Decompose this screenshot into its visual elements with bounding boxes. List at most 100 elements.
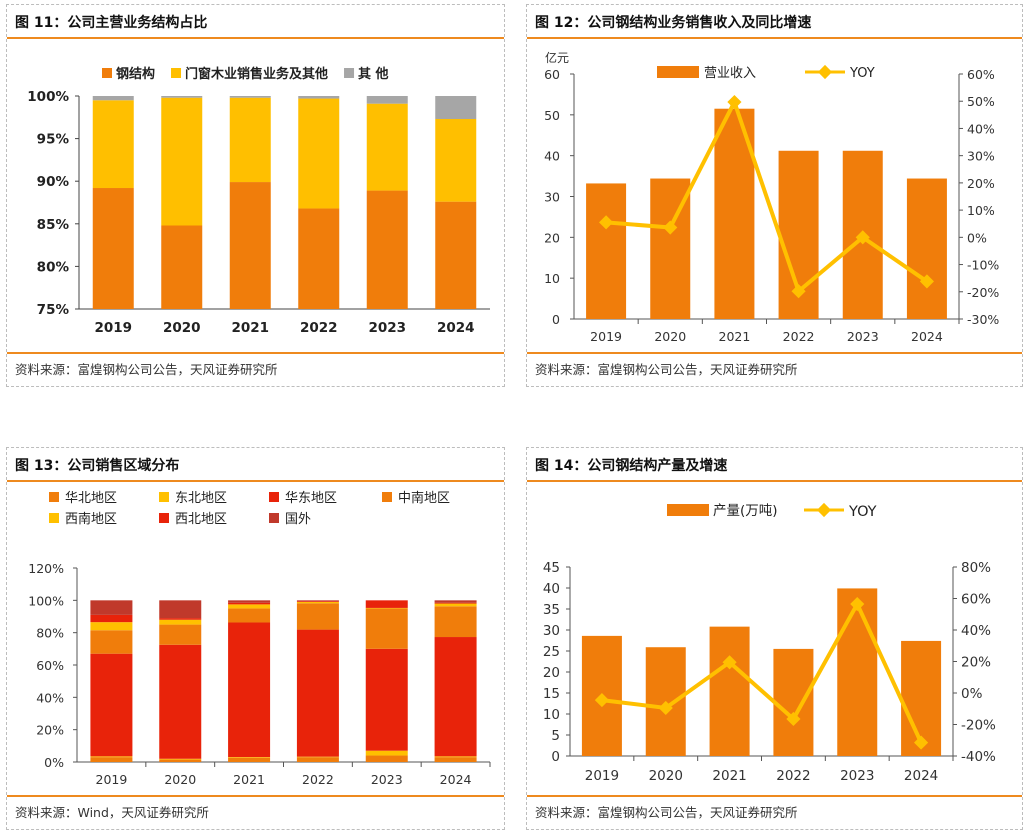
bar-segment bbox=[92, 188, 134, 309]
bar-segment bbox=[434, 600, 477, 603]
fig11-source: 资料来源：富煌钢构公司公告，天风证券研究所 bbox=[7, 352, 504, 386]
legend-swatch-6 bbox=[269, 513, 279, 523]
legend-swatch-3 bbox=[382, 492, 392, 502]
y-right-tick-label: -20% bbox=[961, 718, 996, 734]
x-tick-label: 2024 bbox=[437, 320, 475, 336]
bar-segment bbox=[434, 602, 477, 604]
x-tick-label: 2021 bbox=[233, 772, 265, 787]
bar-segment bbox=[228, 608, 271, 623]
y-left-tick-label: 40 bbox=[544, 149, 560, 164]
panel-fig12: 图 12：公司钢结构业务销售收入及同比增速 亿元 营业收入 YOY 0 10 20 30 40… bbox=[526, 4, 1023, 387]
x-tick-label: 2020 bbox=[654, 329, 686, 344]
fig14-title: 图 14：公司钢结构产量及增速 bbox=[527, 448, 1022, 482]
legend-label-6: 国外 bbox=[285, 512, 311, 527]
x-tick-label: 2023 bbox=[368, 320, 406, 336]
bar-segment bbox=[434, 637, 477, 757]
x-tick-label: 2021 bbox=[719, 329, 751, 344]
bar-segment bbox=[159, 644, 202, 759]
y-tick-label: 100% bbox=[27, 89, 69, 105]
y-left-tick-label: 60 bbox=[544, 67, 560, 82]
y-right-tick-label: 40% bbox=[967, 121, 995, 136]
y-tick-label: 80% bbox=[37, 259, 70, 275]
legend-label-2: 其 他 bbox=[358, 66, 389, 82]
y-left-tick-label: 10 bbox=[543, 707, 560, 723]
y-left-tick-label: 40 bbox=[543, 581, 560, 597]
bar-segment bbox=[296, 757, 339, 762]
yoy-point bbox=[855, 230, 870, 245]
bar-segment bbox=[434, 756, 477, 758]
legend-swatch-1 bbox=[171, 68, 182, 78]
legend-swatch-bar bbox=[667, 504, 709, 516]
revenue-bar bbox=[906, 178, 947, 319]
x-tick-label: 2024 bbox=[440, 772, 472, 787]
bar-segment bbox=[365, 750, 408, 756]
bar-segment bbox=[228, 622, 271, 758]
x-tick-label: 2020 bbox=[164, 772, 196, 787]
legend-swatch-0 bbox=[102, 68, 112, 78]
bar-segment bbox=[298, 98, 340, 209]
y-left-tick-label: 0 bbox=[551, 749, 560, 765]
y-left-tick-label: 50 bbox=[544, 108, 560, 123]
y-right-tick-label: 20% bbox=[961, 655, 991, 671]
bar-segment bbox=[229, 97, 271, 183]
bar-segment bbox=[366, 103, 408, 191]
y-right-tick-label: -30% bbox=[967, 312, 999, 327]
y-left-tick-label: 20 bbox=[544, 230, 560, 245]
bar-segment bbox=[229, 96, 271, 98]
y-tick-label: 80% bbox=[36, 626, 64, 641]
yoy-point bbox=[727, 94, 742, 110]
y-left-unit: 亿元 bbox=[545, 50, 569, 65]
legend-marker-line bbox=[817, 64, 833, 80]
y-tick-label: 75% bbox=[37, 302, 70, 318]
x-tick-label: 2022 bbox=[300, 320, 338, 336]
bar-segment bbox=[298, 96, 340, 99]
y-tick-label: 120% bbox=[28, 561, 64, 576]
y-left-tick-label: 5 bbox=[551, 728, 560, 744]
yoy-point bbox=[850, 596, 865, 612]
yoy-line bbox=[605, 96, 929, 295]
x-tick-label: 2023 bbox=[371, 772, 403, 787]
y-right-tick-label: 60% bbox=[967, 67, 995, 82]
bar-segment bbox=[90, 600, 133, 615]
bar-segment bbox=[365, 648, 408, 751]
x-tick-label: 2019 bbox=[96, 772, 128, 787]
x-tick-label: 2021 bbox=[231, 320, 269, 336]
legend-label-2: 华东地区 bbox=[285, 491, 337, 506]
x-tick-label: 2023 bbox=[840, 768, 874, 784]
legend-label-bar: 产量(万吨) bbox=[713, 503, 778, 519]
legend-label-4: 西南地区 bbox=[65, 511, 117, 527]
legend-label-0: 钢结构 bbox=[116, 66, 155, 82]
bar-segment bbox=[159, 759, 202, 762]
bar-segment bbox=[90, 756, 133, 758]
bar-segment bbox=[159, 624, 202, 645]
legend-label-5: 西北地区 bbox=[175, 512, 227, 527]
x-tick-label: 2024 bbox=[904, 768, 938, 784]
bar-segment bbox=[159, 758, 202, 760]
y-right-tick-label: 60% bbox=[961, 592, 991, 608]
production-bar bbox=[709, 626, 750, 756]
bar-segment bbox=[90, 630, 133, 654]
y-right-tick-label: 80% bbox=[961, 560, 991, 576]
legend-swatch-2 bbox=[269, 492, 279, 502]
fig11-title: 图 11：公司主营业务结构占比 bbox=[7, 5, 504, 39]
legend-label-bar: 营业收入 bbox=[704, 66, 756, 81]
y-right-tick-label: -10% bbox=[967, 258, 999, 273]
bar-segment bbox=[434, 757, 477, 762]
bar-segment bbox=[434, 603, 477, 607]
y-left-tick-label: 15 bbox=[543, 686, 560, 702]
bar-segment bbox=[228, 602, 271, 605]
fig14-chart: 产量(万吨) YOY 0 5 10 15 20 25 30 35 40 45 -40% -20% 0% 20%… bbox=[543, 502, 996, 784]
fig14-source: 资料来源：富煌钢构公司公告，天风证券研究所 bbox=[527, 795, 1022, 829]
yoy-point bbox=[658, 700, 673, 716]
legend-label-3: 中南地区 bbox=[398, 490, 450, 506]
bar-segment bbox=[365, 755, 408, 762]
bar-segment bbox=[435, 119, 477, 202]
y-left-tick-label: 45 bbox=[543, 560, 560, 576]
bar-segment bbox=[92, 96, 134, 101]
x-tick-label: 2020 bbox=[649, 768, 683, 784]
y-tick-label: 95% bbox=[37, 132, 70, 148]
y-tick-label: 85% bbox=[37, 217, 70, 233]
bar-segment bbox=[366, 96, 408, 104]
panel-fig14: 图 14：公司钢结构产量及增速 产量(万吨) YOY 0 5 10 15 20 25 30 35 4… bbox=[526, 447, 1023, 830]
